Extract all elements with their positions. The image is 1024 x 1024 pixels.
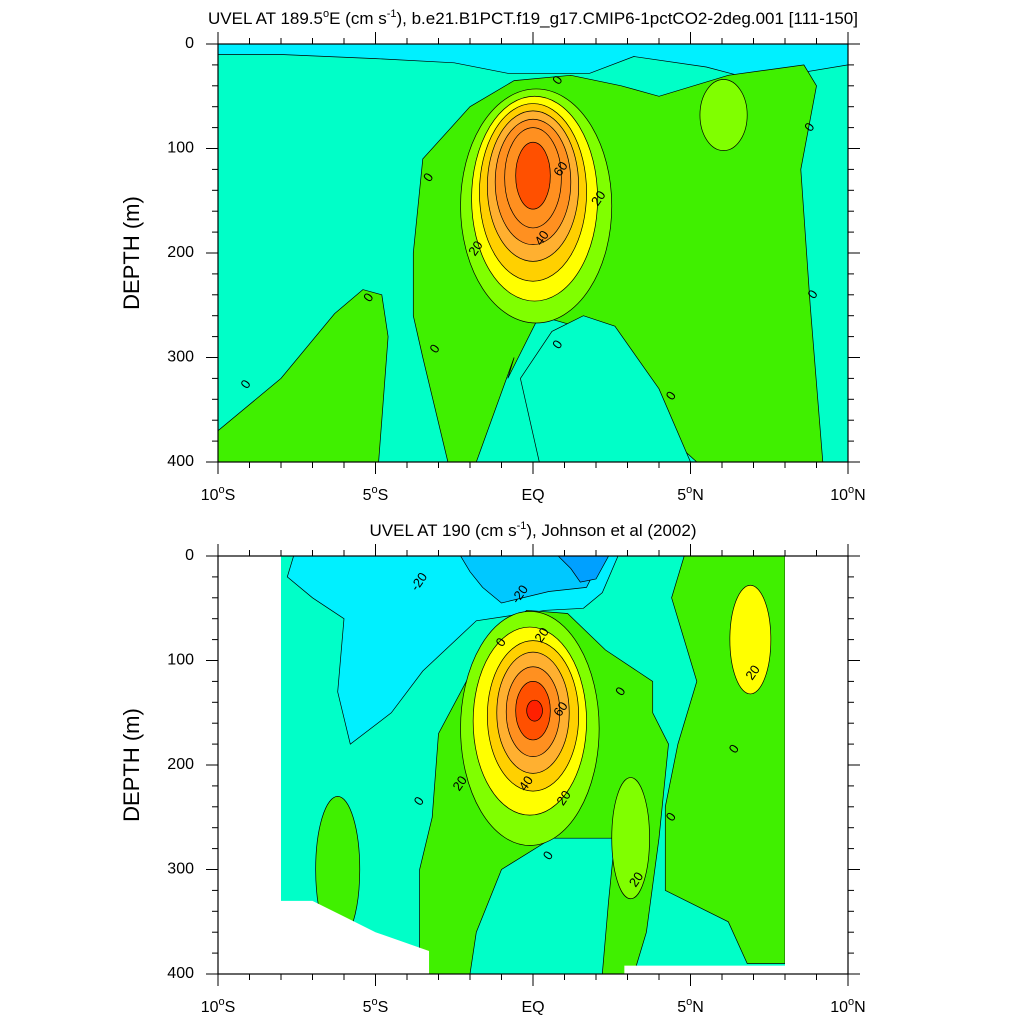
y-axis-label: DEPTH (m): [119, 196, 144, 310]
x-tick-label: EQ: [521, 487, 544, 504]
y-tick-label: 200: [167, 244, 194, 261]
y-tick-label: 400: [167, 453, 194, 470]
contour-label: 20: [742, 662, 763, 682]
band-20-south: [611, 777, 650, 900]
band--30: [557, 556, 609, 583]
contour-label: 40: [531, 228, 552, 248]
band-80: [526, 699, 543, 722]
contour-label: 20: [449, 773, 470, 793]
chart-title: UVEL AT 190 (cm s-1), Johnson et al (200…: [370, 520, 697, 540]
contour-label: 60: [550, 159, 571, 179]
y-tick-label: 200: [167, 756, 194, 773]
no-data-west: [218, 556, 281, 974]
chart-title: UVEL AT 189.5oE (cm s-1), b.e21.B1PCT.f1…: [208, 8, 858, 28]
band-20-patch: [699, 79, 748, 151]
y-axis: 0 100 200 300 400: [167, 547, 860, 982]
band-10: [218, 289, 389, 462]
y-tick-label: 100: [167, 652, 194, 669]
contour-label: 20: [588, 188, 609, 208]
band--10: [218, 44, 848, 76]
y-axis: 0 100 200 300 400: [167, 35, 860, 470]
y-tick-label: 300: [167, 861, 194, 878]
band-0: [520, 315, 691, 462]
contour-label: 60: [550, 699, 571, 719]
band--10: [286, 556, 619, 745]
y-tick-label: 0: [185, 35, 194, 52]
contour-label: 20: [531, 625, 552, 645]
x-tick-label: 10oN: [830, 484, 865, 504]
x-axis: 10oS 5oS EQ 5oN 10oN: [201, 32, 866, 504]
contour-field: [218, 556, 848, 974]
band-70: [515, 141, 551, 210]
x-axis: 10oS 5oS EQ 5oN 10oN: [201, 544, 866, 1016]
contour-field: [218, 44, 848, 462]
x-tick-label: 5oN: [677, 996, 704, 1016]
contour-label: 20: [626, 869, 647, 889]
x-tick-label: 10oS: [201, 484, 236, 504]
contour-label: 40: [516, 773, 537, 793]
y-tick-label: 300: [167, 349, 194, 366]
y-tick-label: 0: [185, 547, 194, 564]
no-data-bathymetry: [281, 900, 430, 974]
contour-label: 20: [553, 788, 574, 808]
x-tick-label: 10oN: [830, 996, 865, 1016]
y-tick-label: 400: [167, 965, 194, 982]
x-tick-label: 10oS: [201, 996, 236, 1016]
no-data-bottom-east: [624, 965, 785, 974]
x-tick-label: 5oS: [363, 484, 389, 504]
x-tick-label: 5oN: [677, 484, 704, 504]
x-tick-label: 5oS: [363, 996, 389, 1016]
contour-label: 20: [465, 238, 486, 258]
x-tick-label: EQ: [521, 999, 544, 1016]
band-30-east: [729, 584, 772, 695]
y-tick-label: 100: [167, 140, 194, 157]
no-data-east: [785, 556, 848, 974]
y-axis-label: DEPTH (m): [119, 708, 144, 822]
